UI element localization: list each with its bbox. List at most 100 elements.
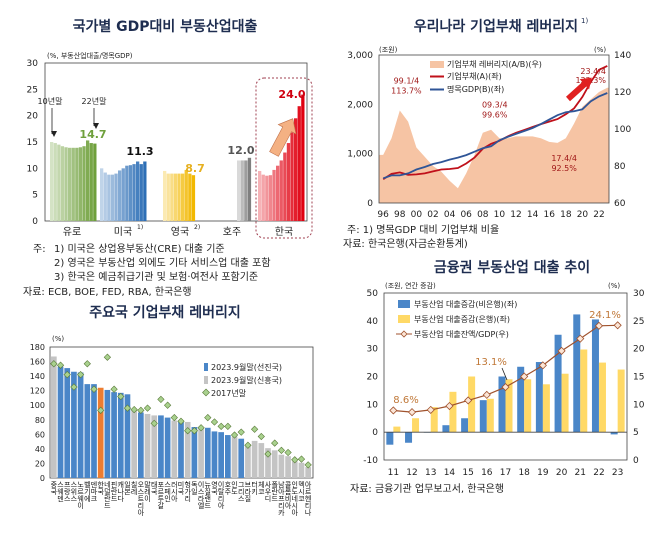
right-tick-label: 30 — [633, 289, 645, 299]
category-label: 한국 — [97, 481, 105, 496]
bar — [57, 144, 61, 221]
category-label: 영국 — [171, 226, 189, 238]
bar — [77, 372, 84, 478]
bar — [258, 170, 262, 221]
bar — [177, 173, 181, 221]
bar — [53, 143, 57, 221]
bar — [136, 161, 140, 221]
bar — [198, 427, 204, 478]
category-label: 콜롬비아 — [284, 481, 292, 510]
x-tick-label: 00 — [411, 210, 423, 220]
legend-swatch — [202, 388, 210, 397]
annotation-value: 99.6% — [482, 111, 508, 120]
category-label: 러시아 — [170, 480, 178, 503]
bar — [286, 143, 291, 221]
right-tick-label: 100 — [614, 125, 631, 135]
category-label: 태국 — [150, 481, 158, 496]
bar — [244, 160, 248, 221]
category-label: 인도 — [231, 480, 239, 495]
x-tick-label: 22 — [593, 210, 604, 220]
x-tick-label: 18 — [518, 468, 530, 478]
category-label: 덴마크 — [90, 480, 98, 502]
note-line: 1) 미국은 상업용부동산(CRE) 대출 기준 — [54, 242, 225, 255]
bar — [271, 450, 278, 478]
bank-bar — [505, 379, 513, 433]
bar — [231, 436, 238, 478]
category-label: 프랑스 — [63, 481, 71, 502]
bar — [71, 147, 75, 221]
annotation-period: 99.1/4 — [394, 77, 420, 86]
x-tick-label: 12 — [510, 210, 521, 220]
annotation-period: 09.3/4 — [482, 101, 508, 110]
left-tick-label: 10 — [367, 400, 379, 410]
marker-2017 — [291, 456, 299, 464]
bar — [86, 140, 90, 221]
bar — [211, 431, 218, 478]
y-tick-label: 120 — [30, 387, 45, 396]
y-axis-unit: (%) — [52, 335, 64, 343]
bar — [124, 394, 131, 478]
x-tick-label: 15 — [462, 468, 473, 478]
bar — [218, 432, 224, 478]
category-label: 호주 — [224, 481, 232, 496]
x-tick-label: 12 — [406, 468, 417, 478]
category-label: 체코 — [257, 481, 265, 495]
bar — [71, 371, 77, 478]
bar — [84, 384, 91, 478]
marker-2017 — [157, 395, 165, 404]
category-label: 미국 — [177, 480, 185, 496]
bar — [166, 173, 170, 221]
bar — [283, 152, 287, 221]
bank-bar — [486, 398, 494, 433]
annotation-value: 92.5% — [551, 164, 577, 173]
category-label: 뉴질랜드 — [204, 481, 212, 509]
legend-label: 2023.9월말(신흥국) — [211, 375, 282, 385]
bar — [125, 165, 129, 221]
bar — [163, 170, 167, 221]
bar — [297, 106, 301, 221]
marker-2017 — [177, 417, 185, 425]
marker-2017 — [70, 383, 78, 391]
bar — [107, 174, 111, 221]
category-label: 스페인 — [164, 481, 172, 502]
legend-label: 기업부채 레버리지(A/B)(우) — [447, 59, 542, 69]
marker-2017 — [284, 448, 292, 457]
bank-bar — [617, 369, 625, 433]
note-line: 주: 1) 명목GDP 대비 기업부채 비율 — [347, 223, 499, 236]
bank-bar — [449, 391, 457, 433]
bar — [143, 161, 147, 221]
left-tick-label: 0 — [367, 199, 373, 209]
category-label: 스웨덴 — [57, 481, 65, 502]
marker-2017 — [150, 419, 158, 428]
bar — [60, 146, 65, 221]
marker-2017 — [130, 405, 138, 414]
legend-swatch — [398, 315, 410, 323]
y-tick-label: 10 — [27, 164, 39, 174]
marker-2017 — [76, 371, 85, 379]
bank-bar — [524, 379, 532, 433]
x-tick-label: 10 — [494, 210, 506, 220]
y-tick-label: 60 — [35, 430, 45, 439]
legend-label: 부동산업 대출증감(은행)(좌) — [414, 314, 510, 324]
marker-2017 — [123, 404, 132, 412]
bar — [188, 173, 192, 221]
x-tick-label: 16 — [481, 468, 493, 478]
category-label: 영국 — [210, 480, 218, 496]
marker-2017 — [297, 455, 306, 463]
ratio-marker — [613, 321, 622, 330]
bar — [265, 448, 271, 478]
nonbank-bar — [535, 362, 543, 433]
nonbank-bar — [405, 432, 413, 443]
marker-2017 — [117, 392, 125, 401]
ratio-marker — [389, 406, 398, 415]
plot-frame — [383, 292, 628, 461]
category-label: 네덜란드 — [103, 480, 111, 509]
annotation-period: 17.4/4 — [551, 154, 577, 163]
bank-bar — [580, 349, 588, 433]
x-tick-label: 06 — [460, 210, 472, 220]
bar — [278, 454, 285, 478]
category-label: 헝가리 — [184, 481, 192, 503]
nonbank-bar — [461, 418, 469, 433]
bank-bar — [412, 418, 420, 433]
x-tick-label: 14 — [527, 210, 539, 220]
